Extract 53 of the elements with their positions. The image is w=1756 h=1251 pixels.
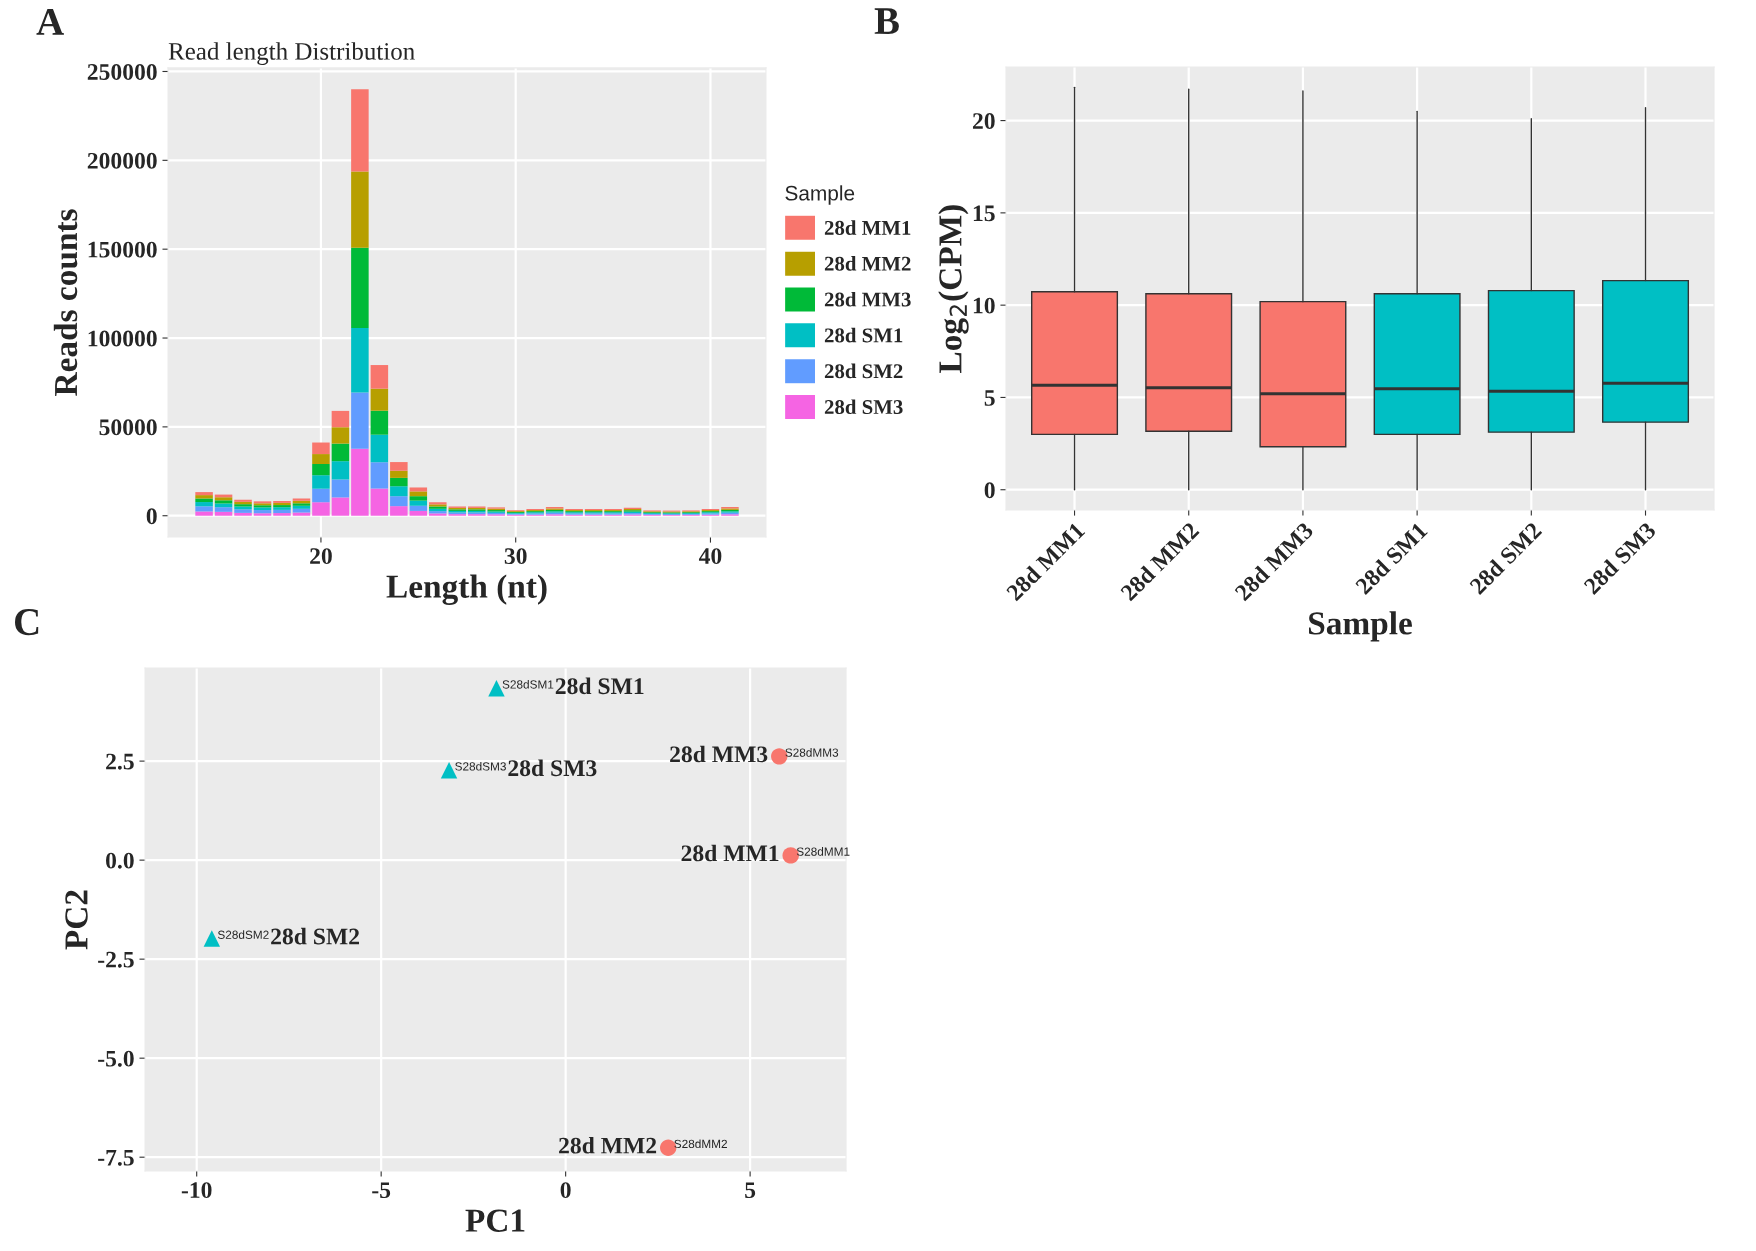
annotation: 28d SM1 [555,677,644,695]
x-axis-title: Length (nt) [386,574,547,605]
x-axis-title: PC1 [465,1209,525,1232]
x-tick-label: 30 [504,548,527,565]
legend-label: 28d MM3 [824,291,911,307]
data-label: S28dMM1 [796,847,850,856]
y-tick-label: 0.0 [106,852,134,869]
text: B [874,8,899,34]
y-tick-label: 250000 [87,63,157,80]
y-tick-label: 50000 [99,419,157,436]
annotation: 28d MM3 [670,745,768,763]
data-label: S28dMM3 [785,748,839,757]
y-tick-label: 5 [984,390,995,406]
legend-label: 28d MM1 [824,220,911,235]
y-tick-label: 10 [973,297,995,314]
x-tick-label: 5 [745,1182,756,1199]
annotation: 28d MM2 [559,1136,657,1154]
y-tick-label: 2.5 [106,753,134,770]
y-tick-label: -5.0 [98,1050,134,1067]
annotation: 28d MM1 [681,844,779,862]
legend-label: 28d SM3 [824,399,903,415]
legend-label: 28d MM2 [824,256,911,271]
x-tick-label: -10 [181,1182,212,1199]
y-tick-label: 0 [984,482,995,499]
y-tick-label: -7.5 [98,1149,134,1166]
annotation: 28d SM3 [508,759,597,777]
data-label: S28dSM1 [502,679,554,689]
y-axis-title: PC2 [65,890,88,950]
data-label: S28dSM2 [217,930,269,939]
x-tick-label: -5 [372,1182,391,1199]
legend-label: 28d SM1 [824,327,903,343]
chart-title: Read length Distribution [168,42,415,65]
x-tick-label: 0 [560,1182,571,1199]
data-label: S28dMM2 [674,1139,727,1149]
y-tick-label: 200000 [87,152,157,169]
data-label: S28dSM3 [455,761,506,771]
legend-title: Sample [785,185,855,205]
annotation: 28d SM2 [271,927,360,945]
y-axis-title: Reads counts [53,209,78,396]
y-tick-label: 150000 [88,241,157,258]
y-tick-label: -2.5 [98,951,134,968]
x-tick-label: 40 [698,548,722,565]
y-axis-title: Log$_{2}$(CPM) [938,205,969,373]
x-axis-title: Sample [1309,611,1412,642]
y-tick-label: 100000 [88,330,157,347]
y-tick-label: 0 [146,508,157,525]
text: C [15,609,39,636]
y-tick-label: 20 [972,113,995,129]
text: A [36,8,64,35]
x-tick-label: 28d SM1 [1354,521,1429,596]
x-tick-label: 20 [310,548,332,565]
legend-label: 28d SM2 [824,363,903,379]
y-tick-label: 15 [973,205,995,222]
